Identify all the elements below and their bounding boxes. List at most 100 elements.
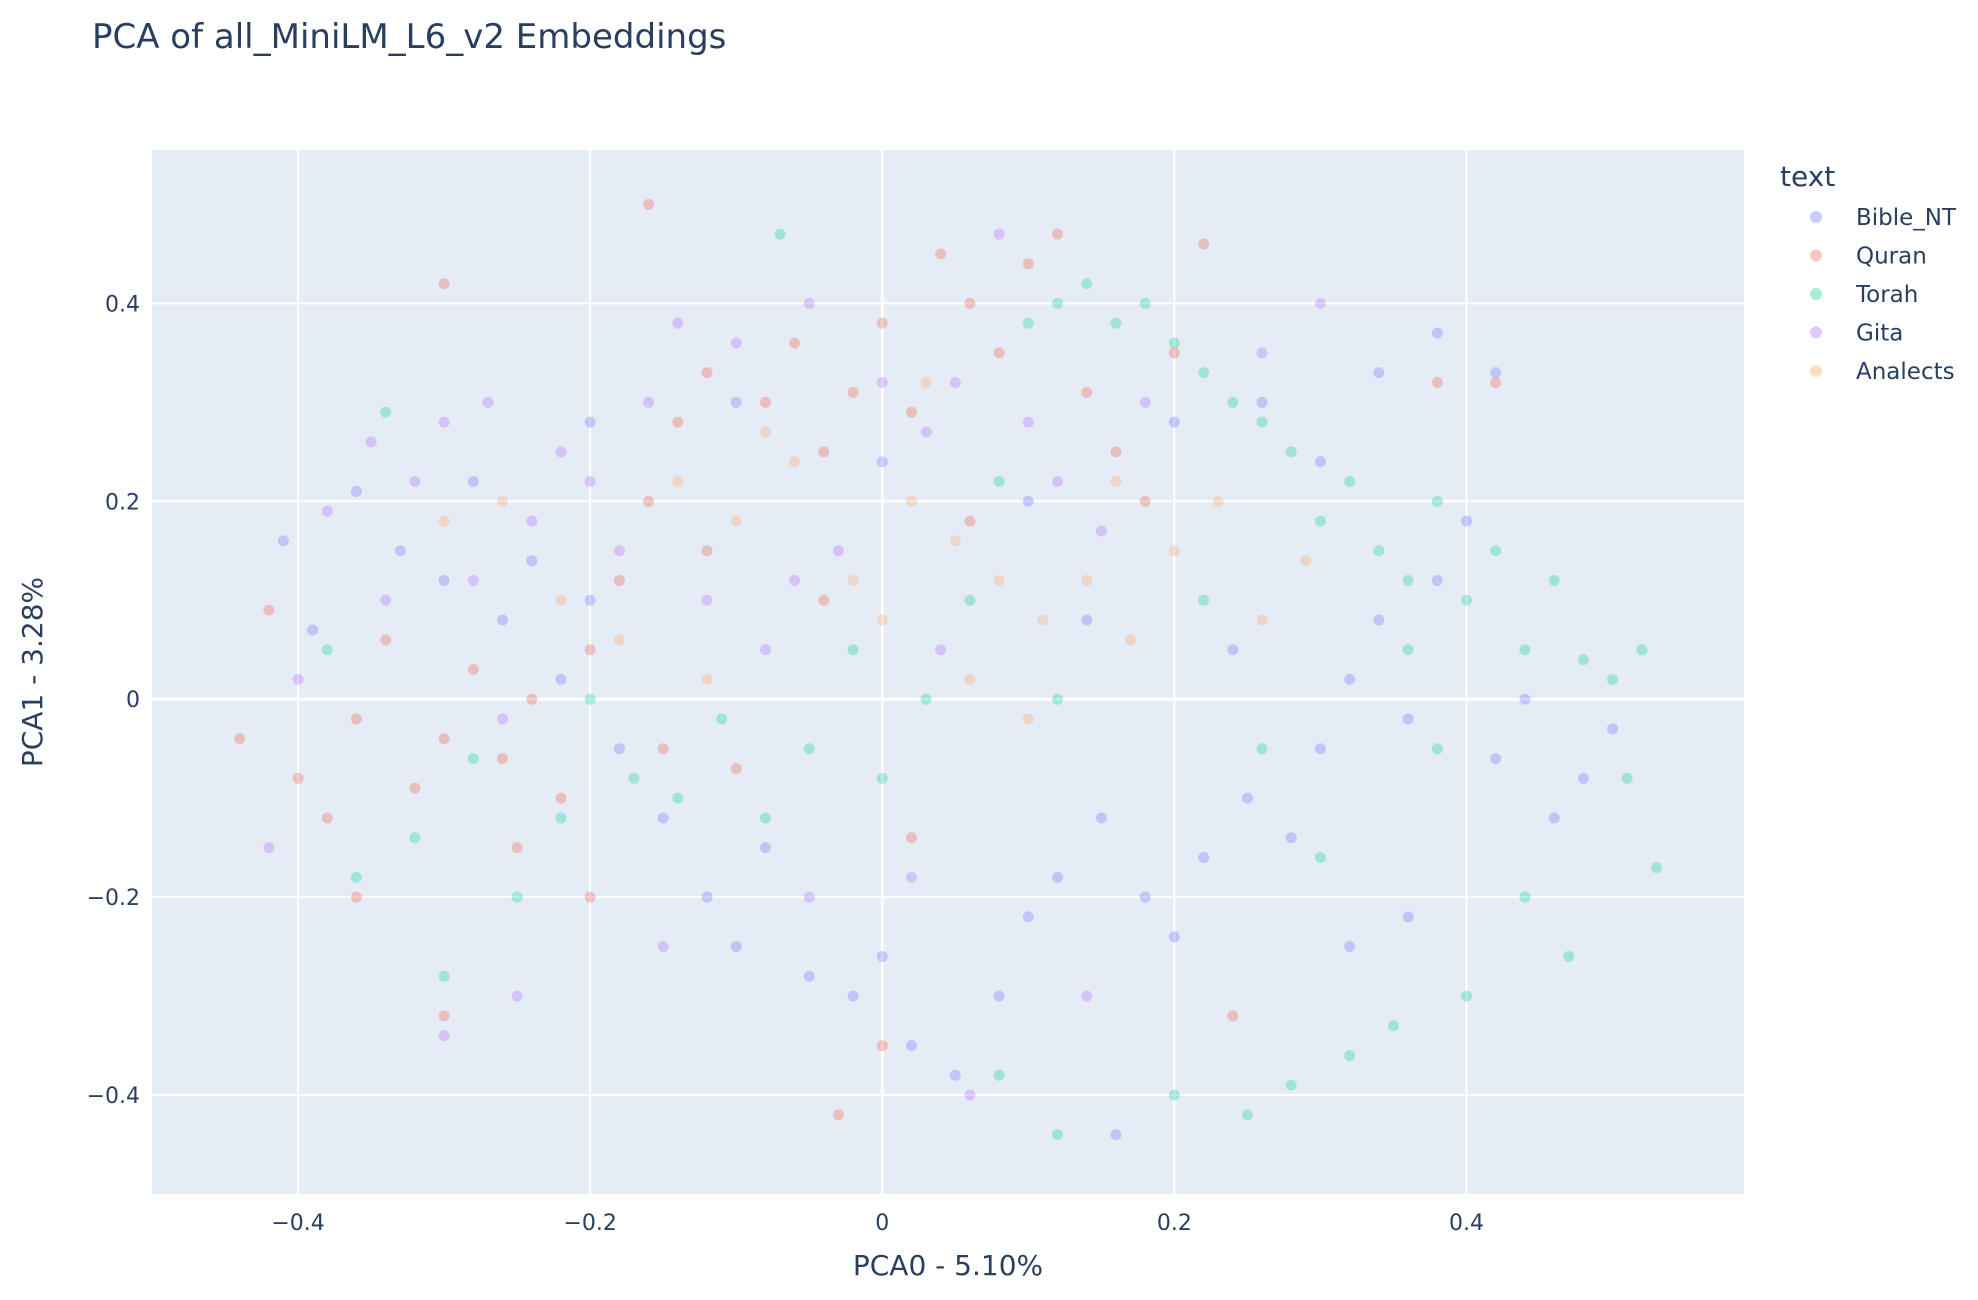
x-tick-label: −0.4 [271, 1211, 324, 1236]
data-point [321, 505, 333, 517]
data-point [643, 495, 655, 507]
data-point [1227, 644, 1239, 656]
data-point [1314, 297, 1326, 309]
series-torah [321, 228, 1662, 1141]
legend-item[interactable]: Quran [1810, 244, 1927, 270]
data-point [1198, 238, 1210, 250]
data-point [1198, 852, 1210, 864]
data-point [1431, 377, 1443, 389]
data-point [1431, 327, 1443, 339]
data-point [643, 396, 655, 408]
data-point [1022, 258, 1034, 270]
data-point [1168, 337, 1180, 349]
data-point [1139, 297, 1151, 309]
data-point [409, 782, 421, 794]
legend: text Bible_NT Quran Torah Gita Analects [1780, 160, 1957, 385]
data-point [774, 228, 786, 240]
legend-label: Bible_NT [1856, 205, 1957, 231]
data-point [1490, 377, 1502, 389]
legend-item[interactable]: Torah [1810, 282, 1918, 308]
data-point [964, 1089, 976, 1101]
data-point [905, 495, 917, 507]
data-point [584, 416, 596, 428]
legend-item[interactable]: Bible_NT [1810, 205, 1957, 231]
legend-item[interactable]: Gita [1810, 321, 1903, 347]
legend-item[interactable]: Analects [1810, 359, 1955, 385]
data-point [818, 594, 830, 606]
data-point [1563, 951, 1575, 963]
data-point [1095, 812, 1107, 824]
data-point [1168, 416, 1180, 428]
data-point [818, 446, 830, 458]
data-point [905, 1040, 917, 1052]
data-point [730, 337, 742, 349]
data-point [350, 713, 362, 725]
data-point [1022, 713, 1034, 725]
data-point [1300, 555, 1312, 567]
plot-area [152, 150, 1744, 1194]
data-point [964, 673, 976, 685]
data-point [832, 1109, 844, 1121]
data-point [482, 396, 494, 408]
data-point [672, 792, 684, 804]
data-point [1256, 416, 1268, 428]
data-point [701, 367, 713, 379]
data-point [526, 555, 538, 567]
data-point [497, 495, 509, 507]
data-point [876, 1040, 888, 1052]
legend-label: Torah [1855, 282, 1918, 308]
data-point [1052, 693, 1064, 705]
data-point [876, 614, 888, 626]
data-point [876, 456, 888, 468]
data-point [1519, 693, 1531, 705]
data-point [1081, 614, 1093, 626]
data-point [1198, 367, 1210, 379]
x-axis-title: PCA0 - 5.10% [853, 1249, 1043, 1282]
data-point [1110, 1129, 1122, 1141]
x-tick-label: 0.2 [1157, 1211, 1192, 1236]
data-point [993, 476, 1005, 488]
data-point [876, 951, 888, 963]
data-point [1460, 594, 1472, 606]
data-point [905, 871, 917, 883]
data-point [584, 476, 596, 488]
data-point [876, 772, 888, 784]
data-point [292, 772, 304, 784]
data-point [1139, 396, 1151, 408]
data-point [1577, 772, 1589, 784]
data-point [1168, 931, 1180, 943]
data-point [657, 743, 669, 755]
data-point [1402, 644, 1414, 656]
legend-marker [1810, 288, 1822, 300]
data-point [935, 248, 947, 260]
data-point [277, 535, 289, 547]
legend-label: Gita [1856, 321, 1903, 347]
data-point [759, 644, 771, 656]
x-tick-label: 0.4 [1449, 1211, 1484, 1236]
data-point [876, 377, 888, 389]
legend-title: text [1780, 160, 1835, 193]
data-point [803, 891, 815, 903]
data-point [307, 624, 319, 636]
data-point [511, 842, 523, 854]
data-point [949, 377, 961, 389]
data-point [394, 545, 406, 557]
data-point [1125, 634, 1137, 646]
data-point [438, 1010, 450, 1022]
data-point [613, 634, 625, 646]
data-point [964, 297, 976, 309]
data-point [584, 891, 596, 903]
data-point [1314, 456, 1326, 468]
data-point [1212, 495, 1224, 507]
data-point [1110, 317, 1122, 329]
data-point [730, 515, 742, 527]
data-point [1402, 911, 1414, 923]
data-point [1373, 614, 1385, 626]
data-point [1621, 772, 1633, 784]
data-point [1168, 347, 1180, 359]
legend-marker [1810, 326, 1822, 339]
data-point [584, 594, 596, 606]
data-point [263, 842, 275, 854]
data-point [1256, 347, 1268, 359]
data-point [1022, 911, 1034, 923]
